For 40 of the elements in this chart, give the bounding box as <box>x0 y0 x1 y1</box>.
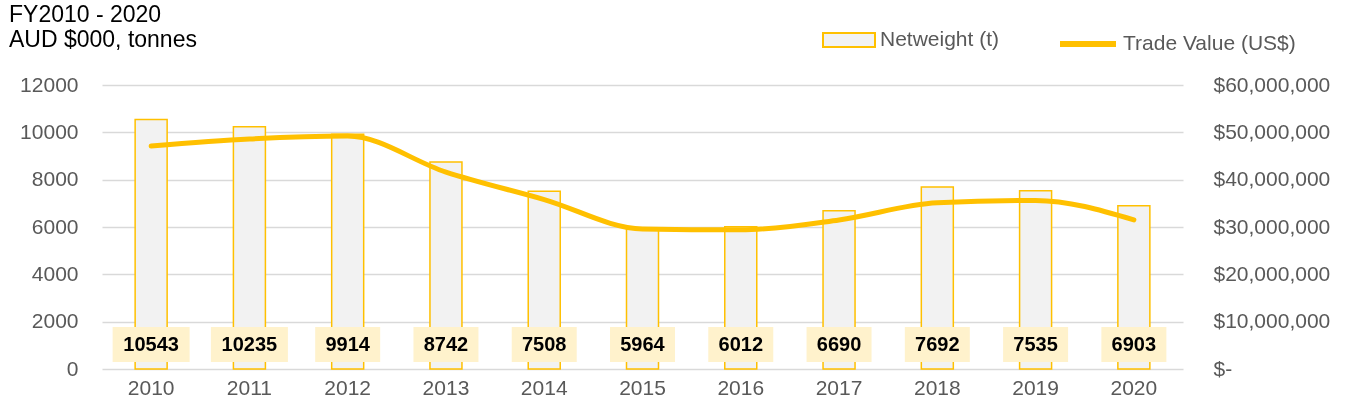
x-tick-label: 2016 <box>717 375 765 399</box>
y2-tick-label: $40,000,000 <box>1213 167 1331 191</box>
y-tick-label: 0 <box>66 356 79 380</box>
x-tick-label: 2014 <box>520 375 568 399</box>
data-label: 6903 <box>1111 333 1157 355</box>
x-tick-label: 2018 <box>913 375 961 399</box>
y-tick-label: 6000 <box>31 214 79 238</box>
y-tick-label: 10000 <box>20 119 79 143</box>
y2-tick-label: $30,000,000 <box>1213 214 1331 238</box>
x-tick-label: 2015 <box>619 375 666 399</box>
data-label: 8742 <box>423 333 469 355</box>
data-label: 5964 <box>620 333 666 355</box>
y2-tick-label: $50,000,000 <box>1213 119 1331 143</box>
y2-tick-label: $20,000,000 <box>1213 261 1331 285</box>
chart-subtitle: AUD $000, tonnes <box>9 26 197 52</box>
x-tick-label: 2020 <box>1110 375 1158 399</box>
data-label: 10543 <box>123 333 179 355</box>
x-tick-label: 2012 <box>324 375 372 399</box>
x-tick-label: 2011 <box>226 375 272 399</box>
data-label: 6690 <box>816 333 862 355</box>
y-tick-label: 8000 <box>31 167 79 191</box>
y-tick-label: 2000 <box>31 309 79 333</box>
y2-tick-label: $10,000,000 <box>1213 309 1331 333</box>
x-tick-label: 2017 <box>815 375 863 399</box>
data-label: 7692 <box>915 333 960 355</box>
data-label: 9914 <box>325 333 371 355</box>
data-label: 7508 <box>521 333 567 355</box>
y-tick-label: 12000 <box>20 72 79 96</box>
data-label: 6012 <box>718 333 764 355</box>
legend-label: Trade Value (US$) <box>1123 31 1296 54</box>
data-label: 7535 <box>1013 333 1058 355</box>
legend-label: Netweight (t) <box>880 27 1000 50</box>
x-tick-label: 2013 <box>422 375 470 399</box>
x-tick-label: 2019 <box>1012 375 1059 399</box>
x-tick-label: 2010 <box>127 375 175 399</box>
y2-tick-label: $- <box>1213 356 1233 380</box>
chart-title: FY2010 - 2020 <box>9 1 162 27</box>
data-label: 10235 <box>221 333 278 355</box>
y2-tick-label: $60,000,000 <box>1213 72 1331 96</box>
y-tick-label: 4000 <box>31 261 79 285</box>
